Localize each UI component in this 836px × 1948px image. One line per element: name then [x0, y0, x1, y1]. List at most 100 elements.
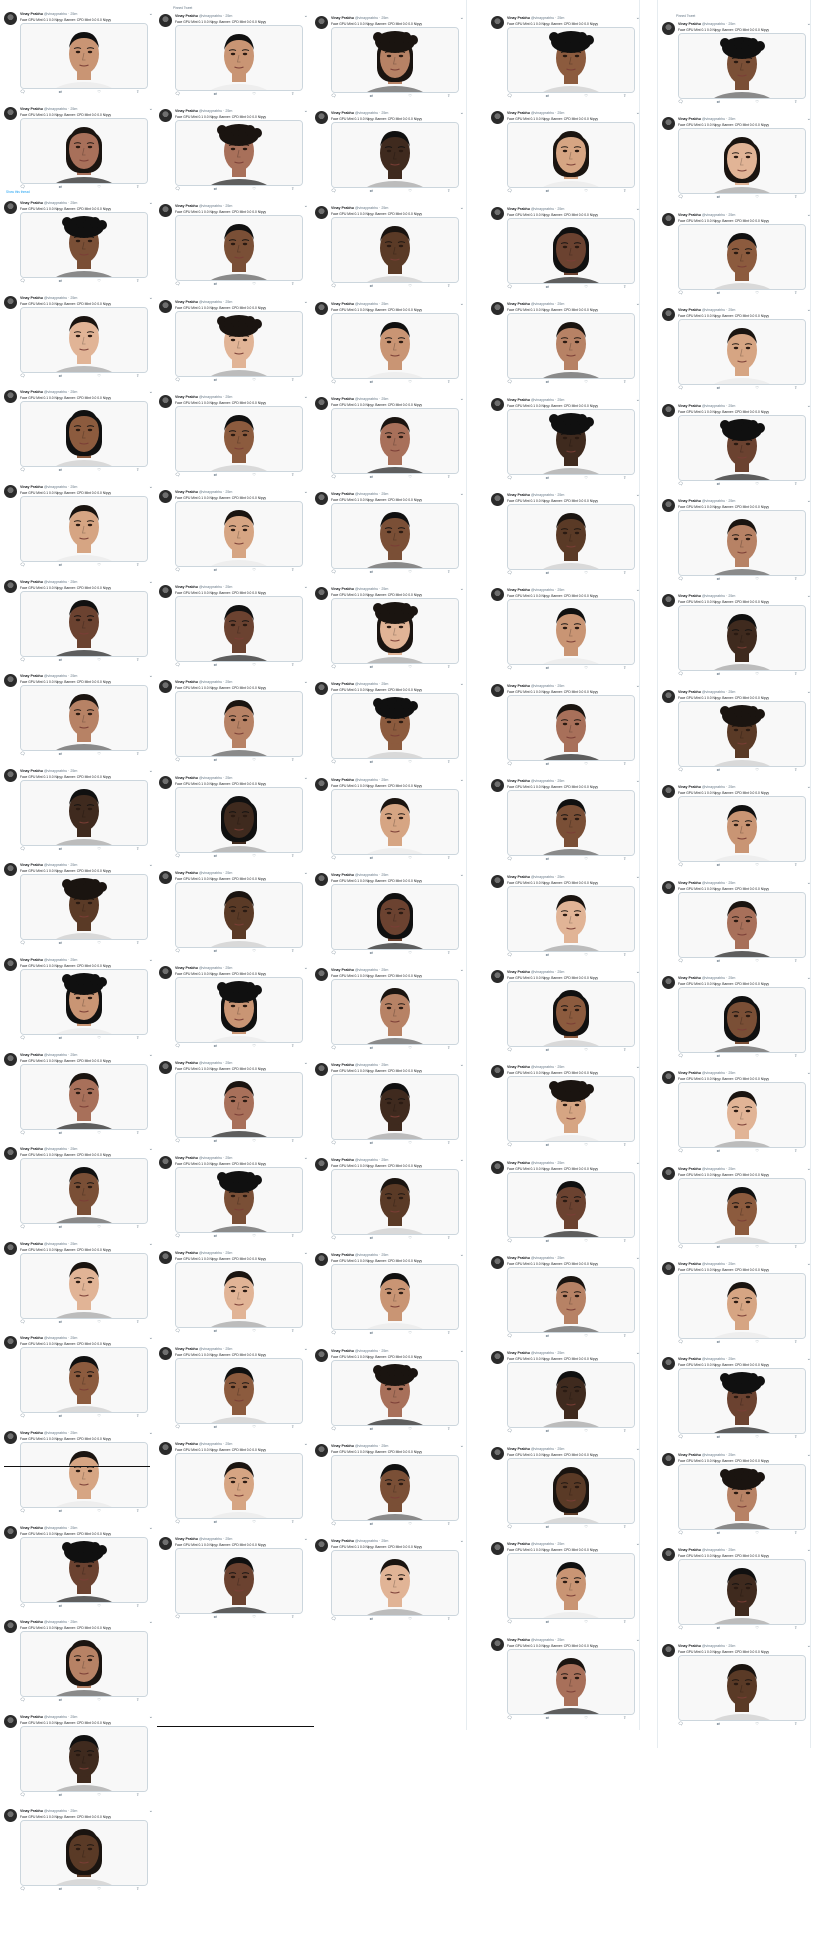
tweet-card[interactable]: Vinay Prabhu @vinayprabhu · 25m ⌄ Face GPU…: [660, 1061, 815, 1156]
more-options-chevron-icon[interactable]: ⌄: [459, 1252, 464, 1259]
tweet-card[interactable]: Vinay Prabhu @vinayprabhu · 25m ⌄ Face GPU…: [313, 482, 468, 577]
share-icon[interactable]: ⇪: [622, 569, 627, 575]
reply-icon[interactable]: 🗨: [507, 856, 513, 862]
author-handle[interactable]: @vinayprabhu: [43, 1809, 68, 1814]
tweet-timestamp[interactable]: · 25m: [68, 1525, 78, 1530]
more-options-chevron-icon[interactable]: ⌄: [148, 1808, 153, 1815]
like-icon[interactable]: ♡: [97, 1318, 102, 1324]
reply-icon[interactable]: 🗨: [20, 561, 26, 567]
more-options-chevron-icon[interactable]: ⌄: [148, 1240, 153, 1247]
reply-icon[interactable]: 🗨: [175, 1138, 181, 1144]
like-icon[interactable]: ♡: [97, 183, 102, 189]
reply-icon[interactable]: 🗨: [175, 1042, 181, 1048]
more-options-chevron-icon[interactable]: ⌄: [635, 1255, 640, 1262]
tweet-image[interactable]: [175, 120, 303, 187]
reply-icon[interactable]: 🗨: [20, 89, 26, 94]
retweet-icon[interactable]: ⇄: [369, 1520, 374, 1526]
author-name[interactable]: Vinay Prabhu: [507, 1256, 530, 1261]
tweet-card[interactable]: Vinay Prabhu @vinayprabhu · 25m ⌄ Face GPU…: [489, 674, 644, 769]
tweet-image[interactable]: [331, 788, 459, 855]
like-icon[interactable]: ♡: [755, 1339, 760, 1345]
tweet-timestamp[interactable]: · 25m: [726, 880, 736, 885]
more-options-chevron-icon[interactable]: ⌄: [459, 205, 464, 212]
tweet-image[interactable]: [175, 881, 303, 948]
like-icon[interactable]: ♡: [97, 1034, 102, 1040]
author-handle[interactable]: @vinayprabhu: [198, 585, 223, 590]
like-icon[interactable]: ♡: [252, 471, 257, 477]
tweet-image[interactable]: [331, 883, 459, 950]
tweet-card[interactable]: Vinay Prabhu @vinayprabhu · 25m ⌄ Face GPU…: [157, 1337, 312, 1432]
avatar[interactable]: [4, 12, 17, 25]
retweet-icon[interactable]: ⇄: [716, 957, 721, 963]
retweet-icon[interactable]: ⇄: [545, 1237, 550, 1243]
retweet-icon[interactable]: ⇄: [213, 281, 218, 287]
reply-icon[interactable]: 🗨: [20, 1697, 26, 1703]
tweet-card[interactable]: Vinay Prabhu @vinayprabhu · 25m ⌄ Face GPU…: [2, 286, 157, 381]
avatar[interactable]: [491, 683, 504, 697]
tweet-timestamp[interactable]: · 25m: [223, 1061, 233, 1066]
share-icon[interactable]: ⇪: [793, 671, 798, 677]
tweet-image[interactable]: [507, 1457, 635, 1524]
reply-icon[interactable]: 🗨: [507, 283, 513, 289]
retweet-icon[interactable]: ⇄: [545, 1523, 550, 1529]
tweet-timestamp[interactable]: · 25m: [379, 301, 389, 306]
tweet-timestamp[interactable]: · 25m: [555, 1637, 565, 1642]
tweet-image[interactable]: [507, 599, 635, 666]
tweet-image[interactable]: [331, 1264, 459, 1331]
like-icon[interactable]: ♡: [755, 1625, 760, 1631]
tweet-timestamp[interactable]: · 25m: [223, 1251, 233, 1256]
author-name[interactable]: Vinay Prabhu: [507, 969, 530, 974]
retweet-icon[interactable]: ⇄: [545, 188, 550, 194]
more-options-chevron-icon[interactable]: ⌄: [635, 110, 640, 117]
author-name[interactable]: Vinay Prabhu: [507, 492, 530, 497]
avatar[interactable]: [662, 785, 675, 799]
more-options-chevron-icon[interactable]: ⌄: [459, 300, 464, 307]
tweet-image[interactable]: [175, 1548, 303, 1614]
retweet-icon[interactable]: ⇄: [716, 1434, 721, 1440]
tweet-timestamp[interactable]: · 25m: [379, 777, 389, 782]
more-options-chevron-icon[interactable]: ⌄: [635, 491, 640, 498]
tweet-card[interactable]: Vinay Prabhu @vinayprabhu · 25m ⌄ Face GPU…: [313, 1434, 468, 1529]
tweet-card[interactable]: Vinay Prabhu @vinayprabhu · 25m ⌄ Face GPU…: [313, 863, 468, 958]
reply-icon[interactable]: 🗨: [331, 1425, 337, 1431]
author-handle[interactable]: @vinayprabhu: [198, 109, 223, 114]
like-icon[interactable]: ♡: [584, 283, 589, 289]
tweet-card[interactable]: Vinay Prabhu @vinayprabhu · 25m ⌄ Face GPU…: [2, 1610, 157, 1705]
like-icon[interactable]: ♡: [755, 671, 760, 677]
share-icon[interactable]: ⇪: [135, 183, 140, 189]
tweet-timestamp[interactable]: · 25m: [68, 1620, 78, 1625]
tweet-image[interactable]: [678, 986, 806, 1053]
author-handle[interactable]: @vinayprabhu: [43, 1241, 68, 1246]
more-options-chevron-icon[interactable]: ⌄: [459, 966, 464, 973]
share-icon[interactable]: ⇪: [135, 1886, 140, 1892]
more-options-chevron-icon[interactable]: ⌄: [148, 767, 153, 774]
share-icon[interactable]: ⇪: [135, 278, 140, 284]
author-name[interactable]: Vinay Prabhu: [331, 1158, 354, 1163]
like-icon[interactable]: ♡: [408, 759, 413, 765]
reply-icon[interactable]: 🗨: [507, 951, 513, 957]
tweet-card[interactable]: Vinay Prabhu @vinayprabhu · 25m ⌄ Face GPU…: [157, 1051, 312, 1146]
share-icon[interactable]: ⇪: [446, 949, 451, 955]
tweet-timestamp[interactable]: · 25m: [555, 16, 565, 20]
tweet-image[interactable]: [20, 1820, 148, 1887]
share-icon[interactable]: ⇪: [622, 856, 627, 862]
tweet-image[interactable]: [507, 1553, 635, 1620]
author-handle[interactable]: @vinayprabhu: [530, 779, 555, 784]
retweet-icon[interactable]: ⇄: [545, 856, 550, 862]
reply-icon[interactable]: 🗨: [20, 1034, 26, 1040]
reply-icon[interactable]: 🗨: [20, 183, 26, 189]
avatar[interactable]: [159, 1346, 172, 1360]
author-handle[interactable]: @vinayprabhu: [530, 302, 555, 307]
share-icon[interactable]: ⇪: [622, 474, 627, 480]
retweet-icon[interactable]: ⇄: [213, 1233, 218, 1239]
tweet-timestamp[interactable]: · 25m: [555, 969, 565, 974]
tweet-image[interactable]: [678, 700, 806, 767]
author-name[interactable]: Vinay Prabhu: [678, 594, 701, 599]
author-handle[interactable]: @vinayprabhu: [530, 397, 555, 402]
author-name[interactable]: Vinay Prabhu: [507, 1351, 530, 1356]
more-options-chevron-icon[interactable]: ⌄: [148, 1051, 153, 1058]
author-handle[interactable]: @vinayprabhu: [198, 1346, 223, 1351]
retweet-icon[interactable]: ⇄: [545, 951, 550, 957]
author-name[interactable]: Vinay Prabhu: [678, 22, 701, 26]
avatar[interactable]: [662, 1071, 675, 1085]
